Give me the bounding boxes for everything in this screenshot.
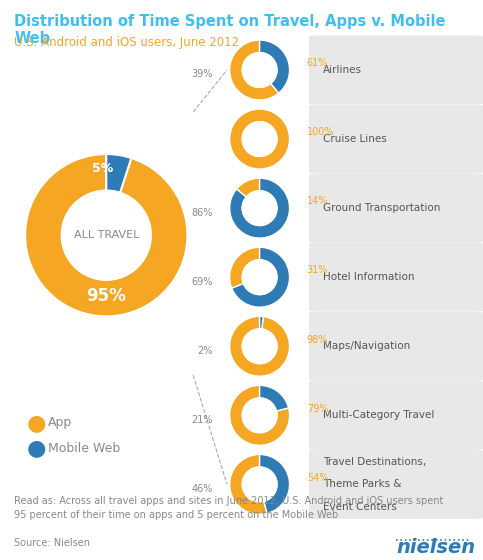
FancyBboxPatch shape: [307, 312, 483, 381]
Circle shape: [62, 190, 151, 280]
Text: Ground Transportation: Ground Transportation: [323, 203, 440, 213]
FancyBboxPatch shape: [307, 450, 483, 519]
Text: U.S. Android and iOS users, June 2012: U.S. Android and iOS users, June 2012: [14, 36, 240, 49]
Text: Read as: Across all travel apps and sites in June 2012, U.S. Android and iOS use: Read as: Across all travel apps and site…: [14, 496, 444, 520]
FancyBboxPatch shape: [307, 381, 483, 450]
Wedge shape: [232, 248, 289, 307]
Text: 31%: 31%: [307, 265, 328, 276]
Text: 69%: 69%: [191, 277, 213, 287]
Text: 21%: 21%: [191, 415, 213, 425]
Wedge shape: [230, 40, 279, 100]
Wedge shape: [260, 40, 289, 93]
Text: ALL TRAVEL: ALL TRAVEL: [73, 230, 139, 240]
Text: Hotel Information: Hotel Information: [323, 272, 414, 282]
FancyBboxPatch shape: [307, 36, 483, 104]
Wedge shape: [230, 178, 289, 238]
Wedge shape: [230, 109, 290, 169]
Circle shape: [242, 329, 277, 363]
Wedge shape: [260, 385, 289, 411]
FancyBboxPatch shape: [307, 243, 483, 311]
Text: Source: Nielsen: Source: Nielsen: [14, 538, 90, 548]
Text: Theme Parks &: Theme Parks &: [323, 479, 401, 489]
Text: Mobile Web: Mobile Web: [48, 441, 121, 455]
Text: 39%: 39%: [191, 69, 213, 80]
FancyBboxPatch shape: [307, 105, 483, 174]
Circle shape: [242, 122, 277, 156]
Circle shape: [242, 260, 277, 295]
Text: 79%: 79%: [307, 404, 328, 414]
Text: 14%: 14%: [307, 197, 328, 207]
Text: ●: ●: [27, 438, 46, 458]
Circle shape: [242, 53, 277, 87]
Text: Event Centers: Event Centers: [323, 502, 397, 512]
Circle shape: [242, 191, 277, 226]
Text: 98%: 98%: [307, 334, 328, 344]
Wedge shape: [230, 248, 260, 288]
Wedge shape: [237, 178, 260, 197]
Text: Multi-Category Travel: Multi-Category Travel: [323, 410, 434, 421]
FancyBboxPatch shape: [307, 174, 483, 242]
Wedge shape: [230, 455, 267, 514]
Wedge shape: [260, 316, 263, 329]
Text: Airlines: Airlines: [323, 65, 362, 75]
Wedge shape: [230, 385, 289, 445]
Wedge shape: [230, 316, 289, 376]
Text: nielsen: nielsen: [396, 538, 475, 557]
Circle shape: [242, 467, 277, 502]
Text: Travel Destinations,: Travel Destinations,: [323, 457, 426, 467]
Text: Cruise Lines: Cruise Lines: [323, 134, 387, 144]
Text: 86%: 86%: [191, 208, 213, 218]
Text: 2%: 2%: [197, 346, 213, 356]
Text: 54%: 54%: [307, 473, 328, 483]
Text: 95%: 95%: [86, 287, 126, 305]
Text: 100%: 100%: [307, 127, 334, 137]
Text: App: App: [48, 416, 72, 430]
Text: 46%: 46%: [191, 484, 213, 494]
Wedge shape: [260, 455, 289, 514]
Text: 5%: 5%: [92, 162, 113, 175]
Wedge shape: [106, 154, 131, 193]
Circle shape: [242, 398, 277, 433]
Text: Maps/Navigation: Maps/Navigation: [323, 341, 410, 351]
Text: Distribution of Time Spent on Travel, Apps v. Mobile Web: Distribution of Time Spent on Travel, Ap…: [14, 14, 446, 46]
Text: ●: ●: [27, 413, 46, 433]
Text: 61%: 61%: [307, 58, 328, 68]
Wedge shape: [25, 154, 187, 316]
